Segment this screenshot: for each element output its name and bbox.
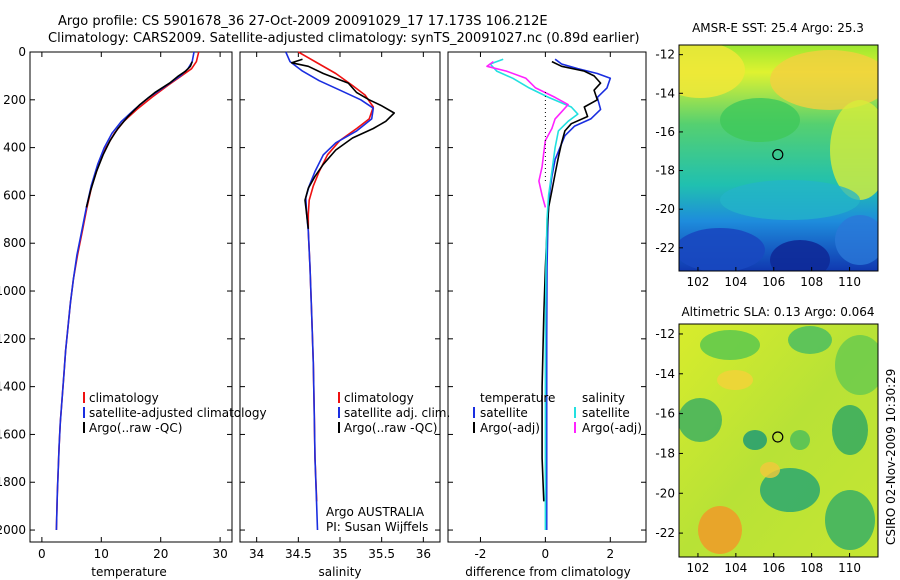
series-line-argo-raw-qc-	[85, 61, 193, 208]
map-x-tick-label: 108	[800, 561, 823, 575]
salinity-legend: climatology satellite adj. clim. Argo(..…	[338, 391, 450, 435]
y-tick-label: 200	[3, 93, 26, 107]
series-line-salinity-satellite	[489, 58, 579, 530]
series-line-satellite-adj-clim-	[285, 51, 375, 531]
temperature-legend: climatology satellite-adjusted climatolo…	[83, 391, 267, 435]
difference-axis-label: difference from climatology	[465, 565, 631, 579]
legend-heading-salinity: salinity	[582, 391, 625, 405]
legend-swatch-climatology	[338, 392, 340, 403]
legend-swatch-sal-argo	[574, 422, 576, 433]
x-tick-label: 20	[153, 547, 168, 561]
map-y-tick-label: -14	[655, 367, 675, 381]
legend-swatch-argo	[338, 422, 340, 433]
legend-swatch-climatology	[83, 392, 85, 403]
x-tick-label: 2	[606, 547, 614, 561]
legend-swatch-temp-satellite	[473, 407, 475, 418]
argo-program-annotation: Argo AUSTRALIA	[326, 505, 425, 519]
series-line-argo-raw-qc-	[290, 58, 395, 229]
y-tick-label: 600	[3, 188, 26, 202]
sla-heatmap	[679, 324, 878, 557]
map-y-tick-label: -14	[655, 86, 675, 100]
x-tick-label: 0	[542, 547, 550, 561]
map-y-tick-label: -20	[655, 486, 675, 500]
difference-legend: temperature satellite Argo(-adj) salinit…	[473, 391, 642, 435]
series-line-temperature-satellite	[545, 58, 612, 530]
legend-label-satellite: satellite adj. clim.	[344, 406, 450, 420]
argo-position-marker	[772, 431, 784, 443]
map-x-tick-label: 110	[838, 561, 861, 575]
map-y-tick-label: -12	[655, 48, 675, 62]
legend-label-temp-argo: Argo(-adj)	[480, 421, 540, 435]
legend-label-satellite: satellite-adjusted climatology	[89, 406, 267, 420]
legend-swatch-temp-argo	[473, 422, 475, 433]
y-tick-label: 400	[3, 141, 26, 155]
sst-map-frame	[678, 44, 879, 272]
legend-label-sal-argo: Argo(-adj)	[582, 421, 642, 435]
x-tick-label: 36	[416, 547, 431, 561]
legend-label-argo: Argo(..raw -QC)	[89, 421, 182, 435]
figure-title-line-2: Climatology: CARS2009. Satellite-adjuste…	[48, 31, 640, 46]
map-y-tick-label: -16	[655, 125, 675, 139]
y-tick-label: 1000	[0, 284, 26, 298]
y-tick-label: 1200	[0, 332, 26, 346]
map-y-tick-label: -18	[655, 164, 675, 178]
sst-map-title: AMSR-E SST: 25.4 Argo: 25.3	[692, 21, 864, 35]
legend-label-climatology: climatology	[89, 391, 159, 405]
sla-map-title: Altimetric SLA: 0.13 Argo: 0.064	[681, 305, 874, 319]
argo-pi-annotation: PI: Susan Wijffels	[326, 520, 428, 534]
sla-map-frame	[678, 323, 879, 558]
map-x-tick-label: 102	[686, 275, 709, 289]
x-tick-label: 35	[332, 547, 347, 561]
difference-plot-frame	[447, 51, 647, 543]
map-x-tick-label: 108	[800, 275, 823, 289]
legend-swatch-satellite	[338, 407, 340, 418]
x-tick-label: 35.5	[368, 547, 395, 561]
figure-title-line-1: Argo profile: CS 5901678_36 27-Oct-2009 …	[58, 14, 548, 29]
series-line-satellite-adjusted-climatology	[55, 51, 195, 531]
legend-label-argo: Argo(..raw -QC)	[344, 421, 437, 435]
y-tick-label: 1400	[0, 380, 26, 394]
y-tick-label: 2000	[0, 523, 26, 537]
argo-position-marker	[772, 148, 784, 161]
legend-swatch-satellite	[83, 407, 85, 418]
map-x-tick-label: 102	[686, 561, 709, 575]
series-line-climatology	[55, 51, 200, 531]
salinity-axis-label: salinity	[318, 565, 361, 579]
series-line-salinity-argo-adj-	[486, 60, 569, 208]
x-tick-label: 34	[249, 547, 264, 561]
map-x-tick-label: 106	[762, 561, 785, 575]
legend-swatch-sal-satellite	[574, 407, 576, 418]
map-x-tick-label: 110	[838, 275, 861, 289]
x-tick-label: 10	[94, 547, 109, 561]
map-y-tick-label: -22	[655, 526, 675, 540]
y-tick-label: 0	[18, 45, 26, 59]
legend-heading-temperature: temperature	[480, 391, 555, 405]
y-tick-label: 800	[3, 236, 26, 250]
map-y-tick-label: -18	[655, 446, 675, 460]
map-x-tick-label: 104	[724, 275, 747, 289]
map-x-tick-label: 106	[762, 275, 785, 289]
legend-label-climatology: climatology	[344, 391, 414, 405]
map-x-tick-label: 104	[724, 561, 747, 575]
map-y-tick-label: -12	[655, 327, 675, 341]
salinity-plot-frame	[239, 51, 441, 543]
y-tick-label: 1800	[0, 475, 26, 489]
legend-swatch-argo	[83, 422, 85, 433]
map-y-tick-label: -20	[655, 202, 675, 216]
series-line-temperature-argo-adj-	[541, 60, 602, 502]
temperature-plot-frame	[29, 51, 233, 543]
map-y-tick-label: -22	[655, 241, 675, 255]
x-tick-label: -2	[474, 547, 486, 561]
sst-heatmap	[679, 45, 878, 271]
x-tick-label: 30	[212, 547, 227, 561]
x-tick-label: 34.5	[285, 547, 312, 561]
legend-label-temp-satellite: satellite	[480, 406, 528, 420]
x-tick-label: 0	[38, 547, 46, 561]
credit-timestamp: CSIRO 02-Nov-2009 10:30:29	[884, 369, 898, 545]
temperature-axis-label: temperature	[91, 565, 166, 579]
legend-label-sal-satellite: satellite	[582, 406, 630, 420]
map-y-tick-label: -16	[655, 407, 675, 421]
y-tick-label: 1600	[0, 427, 26, 441]
